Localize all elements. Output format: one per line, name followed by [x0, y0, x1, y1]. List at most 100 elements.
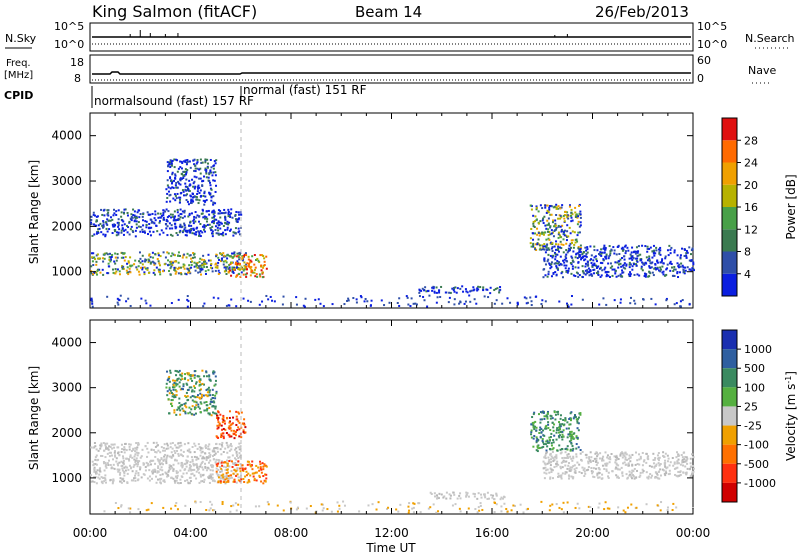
power-cell	[211, 216, 214, 219]
power-cell	[162, 209, 165, 212]
power-cell	[227, 212, 230, 215]
velocity-cell	[238, 448, 241, 451]
velocity-cell	[596, 472, 599, 475]
power-cell	[530, 245, 533, 248]
power-cell	[111, 223, 114, 226]
velocity-cell	[251, 460, 254, 463]
power-cell	[143, 266, 146, 269]
velocity-cell	[641, 451, 644, 454]
power-cell	[666, 249, 669, 252]
ground-scatter-cell	[598, 303, 601, 306]
power-cell	[576, 240, 579, 243]
power-colorbar-tick-label: 8	[744, 246, 751, 259]
power-cell	[692, 263, 695, 266]
velocity-cell	[237, 426, 240, 429]
velocity-cell	[642, 460, 645, 463]
velocity-cell	[598, 457, 601, 460]
power-cell	[624, 252, 627, 255]
power-cell	[137, 209, 140, 212]
velocity-cell	[567, 427, 570, 430]
velocity-cell	[235, 410, 238, 413]
velocity-cell	[141, 448, 144, 451]
power-cell	[599, 266, 602, 269]
power-cell	[577, 231, 580, 234]
ground-scatter-cell	[540, 303, 543, 306]
velocity-cell	[593, 476, 596, 479]
power-cell	[226, 265, 229, 268]
power-cell	[211, 230, 214, 233]
velocity-cell	[579, 412, 582, 415]
velocity-cell	[569, 435, 572, 438]
velocity-cell	[545, 451, 548, 454]
velocity-cell	[596, 461, 599, 464]
power-cell	[195, 196, 198, 199]
velocity-cell	[162, 449, 165, 452]
velocity-cell	[92, 446, 95, 449]
velocity-cell	[568, 469, 571, 472]
power-cell	[543, 258, 546, 261]
velocity-cell	[638, 475, 641, 478]
power-cell	[99, 222, 102, 225]
velocity-cell	[551, 450, 554, 453]
power-cell	[548, 238, 551, 241]
power-cell	[193, 215, 196, 218]
power-cell	[554, 219, 557, 222]
time-tick-label: 08:00	[274, 526, 309, 540]
velocity-cell	[560, 461, 563, 464]
power-cell	[577, 245, 580, 248]
velocity-cell	[134, 461, 137, 464]
power-cell	[120, 229, 123, 232]
velocity-cell	[559, 452, 562, 455]
ground-scatter-cell	[469, 300, 472, 303]
velocity-cell	[532, 445, 535, 448]
power-cell	[586, 272, 589, 275]
velocity-cell	[184, 394, 187, 397]
power-cell	[121, 227, 124, 230]
power-cell	[546, 230, 549, 233]
power-cell	[214, 171, 217, 174]
power-cell	[179, 223, 182, 226]
velocity-cell	[567, 464, 570, 467]
power-cell	[599, 251, 602, 254]
velocity-cell	[673, 461, 676, 464]
ground-scatter-cell	[282, 509, 285, 512]
power-cell	[692, 269, 695, 272]
power-cell	[213, 218, 216, 221]
velocity-cell	[219, 477, 222, 480]
power-cell	[648, 257, 651, 260]
velocity-cell	[110, 454, 113, 457]
power-cell	[431, 286, 434, 289]
velocity-cell	[437, 497, 440, 500]
power-cell	[214, 228, 217, 231]
power-cell	[239, 268, 242, 271]
velocity-cell	[230, 470, 233, 473]
velocity-cell	[209, 459, 212, 462]
ground-scatter-cell	[91, 305, 94, 308]
power-cell	[168, 263, 171, 266]
ground-scatter-cell	[295, 296, 298, 299]
velocity-cell	[233, 457, 236, 460]
velocity-cell	[137, 451, 140, 454]
velocity-cell	[134, 459, 137, 462]
velocity-cell	[144, 466, 147, 469]
velocity-cell	[681, 461, 684, 464]
power-cell	[123, 252, 126, 255]
power-cell	[121, 265, 124, 268]
beam-title: Beam 14	[355, 3, 422, 21]
ground-scatter-cell	[506, 510, 509, 513]
power-cell	[543, 260, 546, 263]
velocity-cell	[159, 451, 162, 454]
power-cell	[684, 269, 687, 272]
power-cell	[621, 271, 624, 274]
ground-scatter-cell	[549, 504, 552, 507]
velocity-cell	[676, 460, 679, 463]
ground-scatter-cell	[530, 304, 533, 307]
power-cell	[565, 214, 568, 217]
velocity-cell	[238, 421, 241, 424]
power-cell	[580, 256, 583, 259]
velocity-cell	[123, 470, 126, 473]
velocity-cell	[220, 474, 223, 477]
velocity-cell	[656, 473, 659, 476]
velocity-cell	[193, 455, 196, 458]
velocity-cell	[668, 469, 671, 472]
